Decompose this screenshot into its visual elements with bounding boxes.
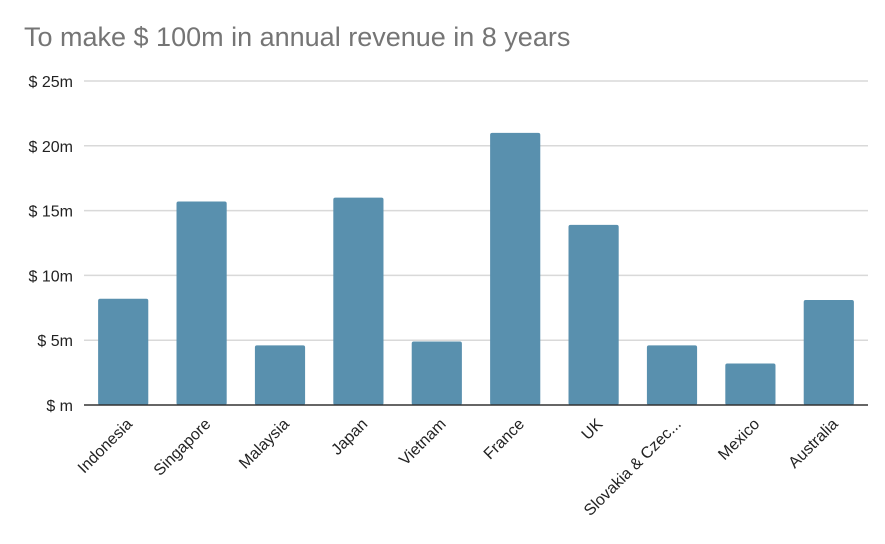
y-tick-label: $ 15m <box>29 204 73 221</box>
bar-malaysia <box>254 345 306 405</box>
bar-uk <box>568 224 619 405</box>
x-tick-label: France <box>481 416 528 463</box>
x-tick-label: UK <box>579 416 607 444</box>
y-tick-label: $ 25m <box>29 74 73 91</box>
bar-slovakia-czec <box>646 345 698 405</box>
x-tick-label: Australia <box>786 416 842 472</box>
x-tick-label: Malaysia <box>236 416 293 473</box>
x-tick-label: Mexico <box>715 416 763 464</box>
bar-vietnam <box>411 341 462 405</box>
bar-france <box>490 132 541 405</box>
bar-mexico <box>725 363 776 405</box>
bar-japan <box>333 197 384 405</box>
x-tick-label: Singapore <box>151 416 215 480</box>
chart-title: To make $ 100m in annual revenue in 8 ye… <box>24 22 571 52</box>
bar-australia <box>803 300 854 405</box>
y-tick-label: $ m <box>46 398 73 415</box>
bar-indonesia <box>98 298 149 405</box>
y-tick-label: $ 5m <box>37 333 73 350</box>
x-axis-category-labels: Indonesia Singapore Malaysia Japan Vietnam Fr… <box>75 416 842 520</box>
y-axis-tick-labels: $ m $ 5m $ 10m $ 15m $ 20m $ 25m <box>29 74 73 415</box>
bars <box>98 132 854 405</box>
y-tick-label: $ 10m <box>29 268 73 285</box>
y-tick-label: $ 20m <box>29 139 73 156</box>
x-tick-label: Japan <box>328 416 371 459</box>
x-tick-label: Indonesia <box>75 416 136 477</box>
bar-singapore <box>176 201 227 405</box>
x-tick-label: Vietnam <box>396 416 449 469</box>
